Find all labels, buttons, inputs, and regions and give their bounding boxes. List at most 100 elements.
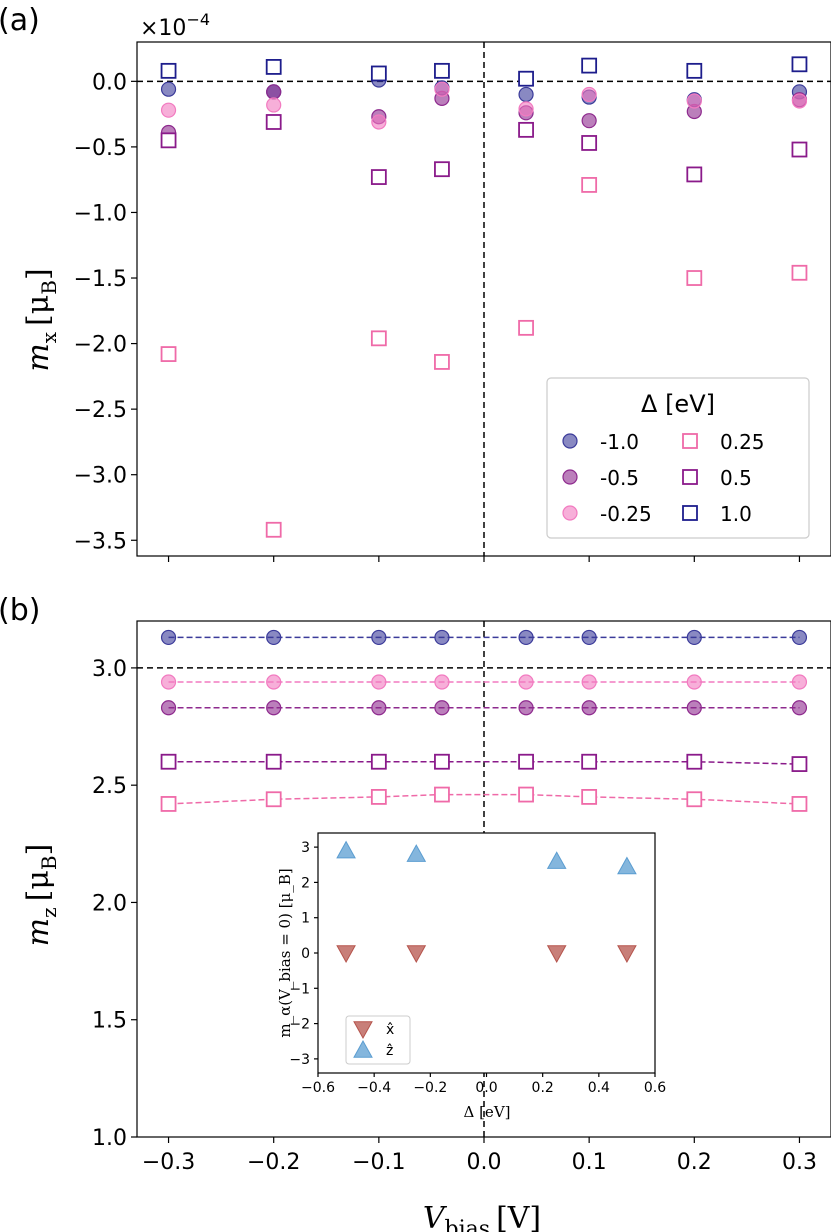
y-tick-label: 0 bbox=[301, 946, 310, 962]
data-point-square bbox=[434, 62, 450, 79]
data-point-circle bbox=[581, 629, 597, 646]
legend-title: Δ [eV] bbox=[641, 390, 715, 418]
inset-point-triangle-up bbox=[546, 851, 567, 869]
x-tick-label: 0.3 bbox=[782, 1150, 817, 1175]
data-point-square bbox=[265, 791, 282, 808]
data-point-square bbox=[518, 121, 534, 138]
legend-frame bbox=[546, 377, 810, 539]
data-point-square bbox=[160, 753, 177, 770]
data-point-circle bbox=[266, 84, 282, 100]
legend-marker-circle bbox=[562, 469, 578, 485]
y-tick-label: 3.0 bbox=[92, 657, 127, 682]
y-tick-label: −1 bbox=[289, 981, 310, 997]
inset-legend-label: x̂ bbox=[386, 1022, 394, 1038]
legend-marker-square bbox=[682, 469, 698, 485]
data-point-square bbox=[581, 753, 598, 770]
x-tick-label: −0.6 bbox=[301, 1080, 335, 1096]
y-tick-label: 0.0 bbox=[92, 70, 127, 95]
data-point-square bbox=[160, 796, 177, 812]
data-point-square bbox=[581, 789, 598, 805]
inset-point-triangle-down bbox=[617, 945, 637, 964]
data-point-square bbox=[686, 62, 703, 79]
inset-legend-marker-triangle-up bbox=[353, 1039, 373, 1058]
data-point-square bbox=[370, 789, 387, 805]
inset-point-triangle-up bbox=[617, 856, 637, 875]
data-point-square bbox=[370, 169, 387, 185]
panel-a-ylabel: mx[μB] bbox=[21, 268, 61, 371]
y-tick-label: 2.0 bbox=[92, 891, 127, 916]
data-point-circle bbox=[371, 674, 387, 690]
y-tick-label: 2 bbox=[301, 875, 310, 891]
data-point-circle bbox=[160, 700, 177, 716]
data-point-square bbox=[686, 791, 703, 808]
x-tick-label: −0.2 bbox=[413, 1080, 447, 1096]
y-tick-label: 2.5 bbox=[92, 774, 127, 799]
data-point-square bbox=[686, 753, 703, 770]
data-point-circle bbox=[518, 86, 534, 103]
data-point-circle bbox=[791, 674, 808, 690]
legend: Δ [eV] -1.0 -0.5 -0.25 0.25 0.5 1.0 bbox=[546, 377, 810, 539]
legend-label: -0.25 bbox=[600, 502, 652, 526]
series-line bbox=[168, 793, 800, 805]
data-point-circle bbox=[581, 86, 597, 103]
data-point-circle bbox=[791, 93, 808, 109]
data-point-square bbox=[265, 753, 282, 770]
data-point-circle bbox=[160, 629, 177, 646]
panel-b-axes: −0.3 −0.2 −0.1 0.0 0.1 0.2 0.3 1.0 1.5 2.0 2.5 3.0 bbox=[92, 620, 831, 1175]
inset-point-triangle-up bbox=[406, 844, 427, 862]
legend-label: 1.0 bbox=[720, 502, 752, 526]
data-point-circle bbox=[371, 114, 387, 130]
data-point-circle bbox=[581, 674, 597, 690]
data-point-circle bbox=[791, 629, 808, 646]
x-tick-label: 0.2 bbox=[677, 1150, 712, 1175]
data-point-square bbox=[265, 114, 282, 130]
panel-b-letter: (b) bbox=[0, 593, 40, 628]
y-tick-label: 1 bbox=[301, 911, 310, 927]
legend-label: -1.0 bbox=[600, 430, 639, 454]
data-point-square bbox=[434, 354, 450, 370]
inset-legend-marker-triangle-down bbox=[353, 1021, 373, 1040]
data-point-circle bbox=[266, 97, 282, 113]
inset-point-triangle-down bbox=[336, 945, 356, 964]
legend-label: -0.5 bbox=[600, 466, 639, 490]
legend-label: 0.5 bbox=[720, 466, 752, 490]
data-point-circle bbox=[434, 700, 450, 716]
inset-point-triangle-down bbox=[406, 945, 427, 964]
y-tick-label: 1.0 bbox=[92, 1126, 127, 1151]
y-tick-label: −2 bbox=[289, 1017, 310, 1033]
inset-legend-label: ẑ bbox=[386, 1043, 393, 1059]
data-point-square bbox=[160, 346, 177, 362]
data-point-circle bbox=[686, 700, 702, 716]
x-tick-label: 0.4 bbox=[588, 1080, 610, 1096]
inset-axes: −0.6 −0.4 −0.2 0.0 0.2 0.4 0.6 3 2 1 0 −1 −2 −3 bbox=[289, 832, 666, 1096]
data-point-square bbox=[518, 319, 534, 336]
panel-a-letter: (a) bbox=[0, 3, 40, 38]
data-point-square bbox=[434, 161, 450, 178]
inset-xlabel: Δ [eV] bbox=[463, 1103, 510, 1121]
panel-a-axes: 0.0 −0.5 −1.0 −1.5 −2.0 −2.5 −3.0 −3.5 bbox=[74, 41, 831, 562]
data-point-square bbox=[791, 756, 808, 772]
inset-ylabel: m_α(V_bias = 0) [μ_B] bbox=[276, 868, 294, 1037]
scale-factor-label: ×10−4 bbox=[140, 10, 210, 41]
data-point-square bbox=[686, 166, 703, 183]
data-point-square bbox=[160, 132, 177, 149]
x-tick-label: 0.6 bbox=[644, 1080, 666, 1096]
inset-legend: x̂ ẑ bbox=[345, 1015, 411, 1065]
data-point-circle bbox=[434, 674, 450, 690]
xlabel: Vbias [V] bbox=[423, 1201, 541, 1232]
data-point-circle bbox=[518, 674, 534, 690]
data-point-square bbox=[434, 786, 450, 803]
y-tick-label: −3.0 bbox=[74, 464, 127, 489]
legend-marker-square bbox=[682, 433, 698, 449]
data-point-square bbox=[791, 56, 808, 73]
legend-marker-square bbox=[682, 505, 698, 521]
panel-a: (a) ×10−4 mx[μB] 0.0 −0.5 −1.0 −1.5 −2.0 −2.5… bbox=[0, 3, 831, 562]
data-point-square bbox=[518, 753, 534, 770]
series-line bbox=[168, 760, 800, 765]
data-point-square bbox=[686, 270, 703, 286]
x-tick-label: 0.1 bbox=[572, 1150, 607, 1175]
data-point-circle bbox=[266, 629, 282, 646]
data-point-circle bbox=[686, 93, 702, 109]
inset-point-triangle-up bbox=[336, 840, 356, 859]
